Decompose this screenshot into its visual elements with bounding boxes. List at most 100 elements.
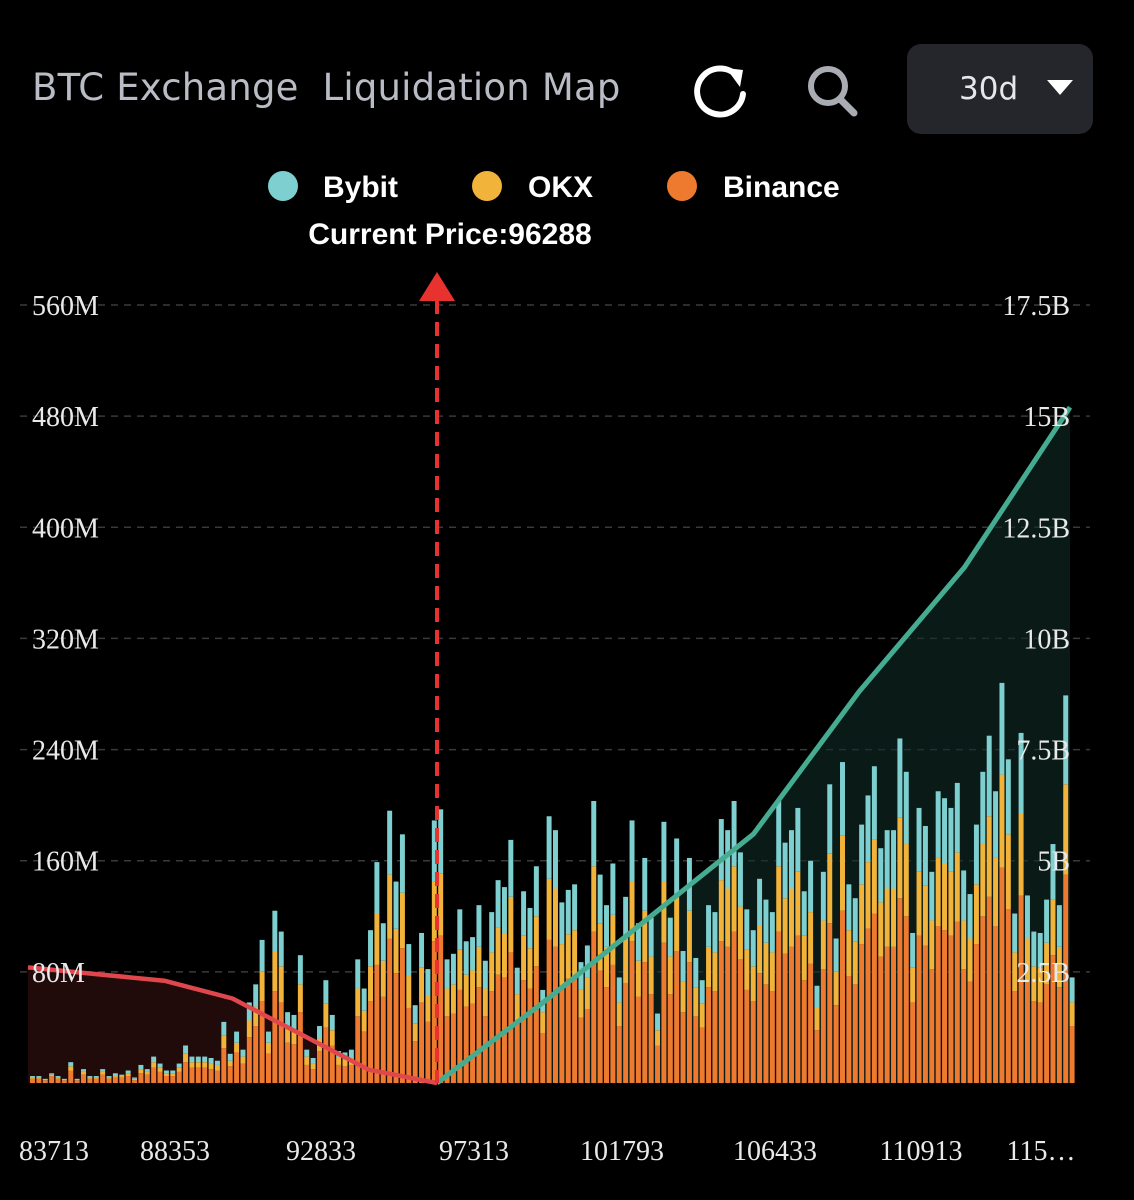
bar-binance-12 <box>106 1078 112 1083</box>
bar-bybit-12 <box>106 1076 112 1078</box>
bar-binance-133 <box>878 956 884 1083</box>
bar-okx-130 <box>859 884 865 945</box>
bar-binance-72 <box>489 991 495 1083</box>
bar-bybit-121 <box>801 891 807 936</box>
bar-okx-42 <box>297 984 303 1013</box>
bar-binance-98 <box>655 1045 661 1083</box>
bar-binance-38 <box>272 991 278 1083</box>
bar-bybit-108 <box>718 819 724 881</box>
bar-bybit-92 <box>616 977 622 1003</box>
bar-okx-14 <box>119 1076 125 1078</box>
bar-okx-61 <box>419 967 425 1003</box>
bar-okx-99 <box>661 881 667 943</box>
bar-okx-37 <box>265 1042 271 1054</box>
current-price-label: Current Price:96288 <box>308 218 591 251</box>
bar-okx-125 <box>827 853 833 924</box>
bar-binance-34 <box>246 1037 252 1083</box>
bar-binance-77 <box>521 980 527 1083</box>
search-button[interactable] <box>800 58 864 122</box>
bar-okx-103 <box>686 910 692 963</box>
bar-okx-63 <box>431 881 437 942</box>
bar-okx-64 <box>438 873 444 936</box>
bar-binance-150 <box>986 896 992 1083</box>
bar-bybit-134 <box>884 830 890 889</box>
chart-legend: Bybit OKX Binance <box>268 171 840 204</box>
bar-bybit-149 <box>980 771 986 845</box>
x-tick-101793: 101793 <box>580 1136 664 1167</box>
bar-okx-31 <box>227 1060 233 1067</box>
bar-okx-26 <box>195 1062 201 1068</box>
bar-bybit-17 <box>138 1064 144 1070</box>
bar-binance-16 <box>132 1080 138 1083</box>
x-tick-106433: 106433 <box>733 1136 817 1167</box>
bar-binance-14 <box>119 1077 125 1083</box>
bar-bybit-7 <box>74 1078 80 1081</box>
bar-okx-126 <box>833 971 839 1006</box>
bar-bybit-60 <box>412 1005 418 1024</box>
bar-bybit-102 <box>680 951 686 982</box>
bar-bybit-28 <box>208 1057 214 1064</box>
bar-binance-79 <box>533 966 539 1083</box>
bar-binance-4 <box>55 1078 61 1083</box>
bar-bybit-87 <box>584 945 590 978</box>
chevron-down-icon <box>1047 80 1073 95</box>
legend-okx-label: OKX <box>528 171 593 204</box>
bar-okx-18 <box>144 1071 150 1075</box>
bar-okx-101 <box>674 895 680 952</box>
bar-okx-102 <box>680 981 686 1013</box>
bar-binance-124 <box>820 969 826 1083</box>
bar-binance-60 <box>412 1041 418 1083</box>
bar-binance-20 <box>157 1071 163 1083</box>
bar-bybit-15 <box>125 1070 131 1074</box>
bar-okx-156 <box>1024 938 1030 982</box>
bar-binance-17 <box>138 1073 144 1083</box>
bar-bybit-90 <box>604 905 609 947</box>
bar-bybit-95 <box>635 923 641 961</box>
bar-okx-158 <box>1037 967 1043 1003</box>
bar-binance-32 <box>234 1052 240 1083</box>
bar-binance-108 <box>718 941 724 1083</box>
bar-okx-1 <box>36 1077 42 1079</box>
bar-okx-76 <box>514 994 520 1021</box>
bar-binance-0 <box>30 1078 35 1083</box>
bar-okx-148 <box>973 884 979 945</box>
bar-okx-116 <box>769 952 775 992</box>
bar-binance-128 <box>846 976 852 1083</box>
bar-bybit-51 <box>355 959 361 989</box>
bar-bybit-19 <box>151 1056 157 1063</box>
bar-bybit-33 <box>240 1049 246 1057</box>
bar-okx-89 <box>597 923 603 971</box>
bar-okx-115 <box>763 942 769 985</box>
bar-bybit-4 <box>55 1076 61 1078</box>
bar-okx-105 <box>699 1003 705 1028</box>
legend-bybit-dot <box>268 171 298 201</box>
bar-okx-120 <box>795 871 801 936</box>
bar-okx-11 <box>100 1071 106 1075</box>
bar-binance-18 <box>144 1074 150 1083</box>
bar-binance-53 <box>368 1001 374 1083</box>
bar-binance-126 <box>833 1005 839 1083</box>
bar-bybit-35 <box>253 984 259 1007</box>
bar-binance-27 <box>202 1067 208 1083</box>
search-icon <box>808 66 858 117</box>
bar-okx-22 <box>170 1073 176 1077</box>
bar-bybit-135 <box>891 830 897 889</box>
short-liquidation-curve <box>435 405 1073 1085</box>
bar-bybit-126 <box>833 938 839 972</box>
bar-bybit-114 <box>757 878 763 927</box>
bar-binance-15 <box>125 1076 131 1083</box>
bar-bybit-99 <box>661 821 667 882</box>
bar-okx-23 <box>176 1067 182 1072</box>
bar-okx-47 <box>329 1030 335 1046</box>
bar-bybit-61 <box>419 932 425 968</box>
bar-okx-107 <box>712 952 718 992</box>
bar-binance-56 <box>387 938 393 1083</box>
time-range-select[interactable]: 30d <box>907 44 1093 134</box>
refresh-button[interactable] <box>688 58 752 122</box>
bar-okx-91 <box>610 914 616 965</box>
bar-binance-71 <box>482 1016 488 1083</box>
bar-bybit-26 <box>195 1056 201 1063</box>
bar-binance-45 <box>317 1051 322 1083</box>
bar-bybit-130 <box>859 824 865 885</box>
bar-bybit-106 <box>706 905 712 947</box>
